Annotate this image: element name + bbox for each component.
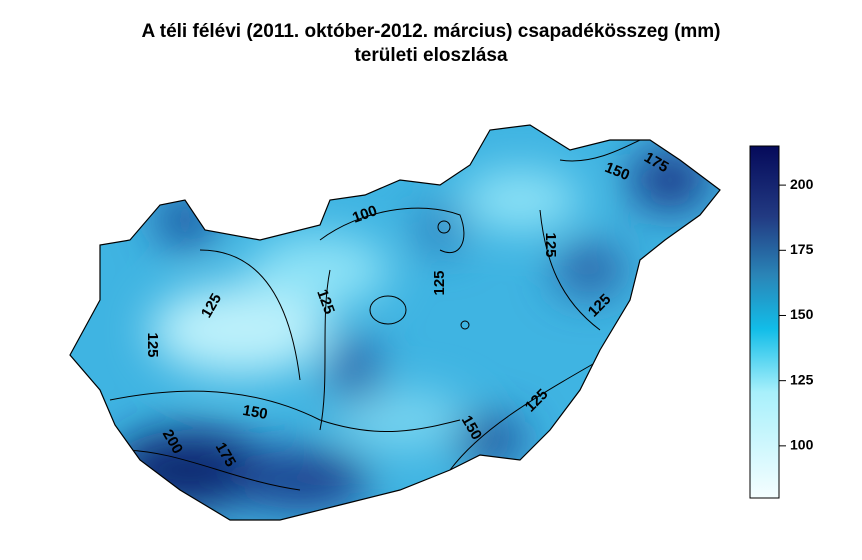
contour-label: 150 — [241, 402, 269, 423]
map-title-line1: A téli félévi (2011. október-2012. márci… — [141, 21, 721, 42]
contour-label: 125 — [431, 270, 448, 295]
precipitation-field — [70, 125, 720, 520]
colorbar-tick-label: 150 — [790, 306, 814, 322]
colorbar-tick-label: 175 — [790, 241, 814, 257]
colorbar-tick-label: 100 — [790, 437, 814, 453]
colorbar: 100 125 150 175 200 — [749, 145, 814, 499]
colorbar-gradient — [749, 145, 780, 499]
colorbar-tick-label: 200 — [790, 176, 814, 192]
contour-label: 125 — [144, 332, 161, 357]
map-title-line2: területi eloszlása — [354, 45, 508, 66]
contour-lines — [109, 139, 641, 491]
contour-label: 125 — [542, 232, 559, 257]
colorbar-tick-label: 125 — [790, 371, 814, 387]
